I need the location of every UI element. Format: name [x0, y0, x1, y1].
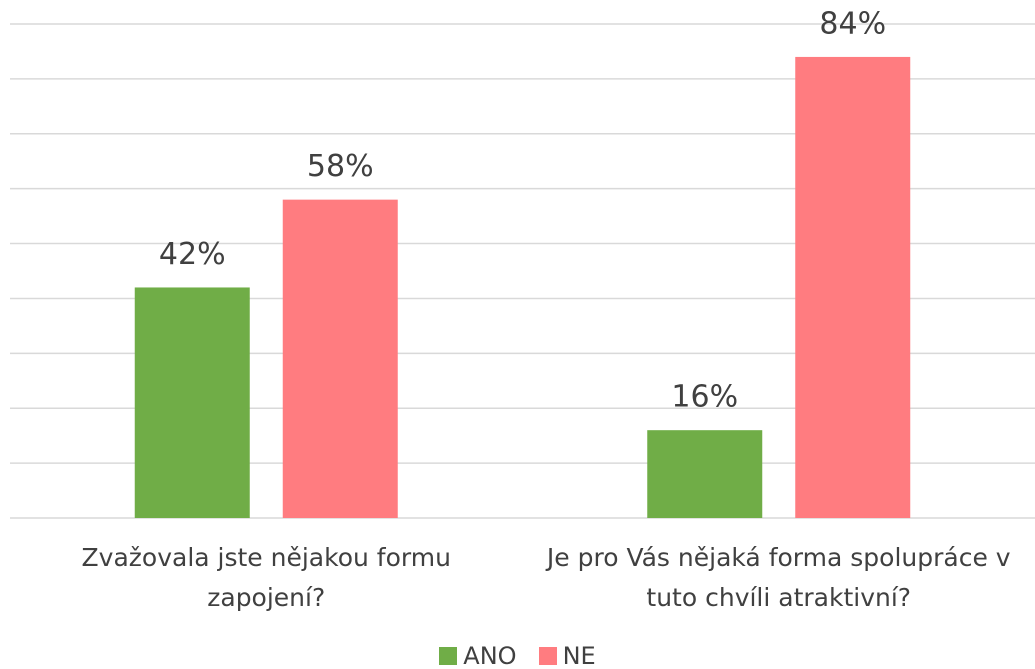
bar [282, 199, 398, 518]
x-tick-label: Je pro Vás nějaká forma spolupráce v tut… [546, 543, 1011, 612]
x-tick-label: Zvažovala jste nějakou formu zapojení? [81, 543, 451, 612]
data-label: 58% [307, 149, 374, 184]
bar [795, 56, 911, 518]
legend: ANO NE [0, 642, 1035, 669]
legend-item: NE [538, 642, 596, 669]
legend-swatch [439, 647, 458, 665]
bar [134, 287, 250, 518]
data-label: 84% [819, 6, 886, 41]
legend-item: ANO [439, 642, 517, 669]
legend-label: NE [562, 642, 596, 669]
data-label: 42% [159, 237, 226, 272]
data-label: 16% [671, 380, 738, 415]
legend-label: ANO [463, 642, 517, 669]
legend-swatch [538, 647, 557, 665]
bar [647, 430, 763, 518]
